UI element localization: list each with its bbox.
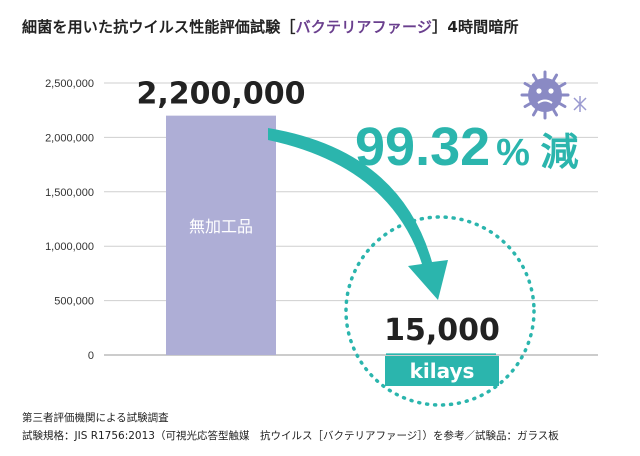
footnote-standard: 試験規格：JIS R1756:2013（可視光応答型触媒 抗ウイルス［バクテリア… [22, 430, 559, 442]
reduction-arrow [268, 128, 448, 300]
kilays-label-box [385, 356, 499, 386]
bar-kilays [386, 353, 496, 355]
y-tick-label: 500,000 [54, 296, 94, 308]
y-tick-label: 1,500,000 [45, 187, 94, 199]
footnote-evaluator: 第三者評価機関による試験調査 [22, 412, 169, 424]
y-tick-label: 2,000,000 [45, 132, 94, 144]
value-label-muka: 2,200,000 [137, 77, 306, 112]
y-tick-label: 0 [88, 350, 94, 362]
title-suffix: ］4時間暗所 [432, 18, 519, 36]
value-label-kilays: 15,000 [384, 313, 500, 348]
category-label-kilays: kilays [410, 359, 475, 383]
reduction-suffix: % 減 [496, 132, 578, 174]
chart-title: 細菌を用いた抗ウイルス性能評価試験［バクテリアファージ］4時間暗所 [22, 16, 519, 37]
y-axis-ticks: 0 500,000 1,000,000 1,500,000 2,000,000 2,500… [45, 78, 94, 362]
reduction-number: 99.32 [355, 117, 490, 177]
dotted-circle [344, 215, 536, 407]
bar-muka [166, 115, 276, 355]
y-tick-label: 2,500,000 [45, 78, 94, 90]
title-highlight: バクテリアファージ [295, 18, 433, 36]
sparkle-icon [573, 96, 587, 112]
y-tick-label: 1,000,000 [45, 241, 94, 253]
category-label-muka: 無加工品 [189, 217, 253, 236]
virus-icon [520, 70, 570, 120]
title-prefix: 細菌を用いた抗ウイルス性能評価試験［ [22, 18, 296, 36]
reduction-percentage: 99.32% 減 [355, 117, 579, 177]
